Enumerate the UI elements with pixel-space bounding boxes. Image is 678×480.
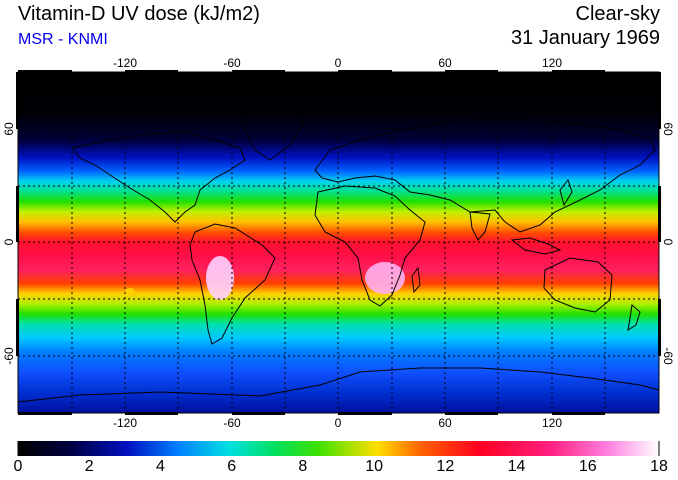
lat-label-right: 60 <box>661 122 675 136</box>
colorbar-ticks <box>17 441 660 456</box>
colorbar-label: 8 <box>298 458 308 475</box>
lon-label-top: 60 <box>438 56 452 70</box>
colorbar-label: 18 <box>650 458 668 475</box>
data-source-label: MSR - KNMI <box>18 31 108 48</box>
lon-label-bottom: 120 <box>542 416 562 430</box>
colorbar-label: 16 <box>578 458 597 475</box>
colorbar-label: 2 <box>84 458 94 475</box>
graticule <box>18 72 659 413</box>
lat-label-left: -60 <box>2 347 16 365</box>
map-title: Vitamin-D UV dose (kJ/m2) <box>18 3 260 25</box>
colorbar-label: 10 <box>365 458 383 475</box>
map-date: 31 January 1969 <box>510 27 660 49</box>
lon-label-top: 120 <box>542 56 562 70</box>
africa-hotspot <box>365 262 405 294</box>
lon-label-bottom: -120 <box>113 416 137 430</box>
lon-label-bottom: 0 <box>335 416 342 430</box>
colorbar-label: 14 <box>507 458 526 475</box>
frame-ticks <box>16 70 661 415</box>
coastlines <box>18 103 659 403</box>
colorbar <box>18 441 659 456</box>
colorbar-label: 6 <box>227 458 237 475</box>
lon-label-bottom: -60 <box>223 416 241 430</box>
south-america-hotspot <box>206 256 234 300</box>
sky-condition-label: Clear-sky <box>575 3 660 25</box>
lon-label-top: 0 <box>335 56 342 70</box>
lon-label-top: -120 <box>113 56 137 70</box>
colorbar-label: 12 <box>436 458 455 475</box>
pacific-yellow-spot <box>125 288 135 296</box>
lat-label-right: -60 <box>661 347 675 365</box>
lat-label-left: 0 <box>2 238 16 245</box>
lat-label-right: 0 <box>661 239 675 246</box>
colorbar-label: 4 <box>155 458 165 475</box>
lat-label-left: 60 <box>2 122 16 136</box>
lon-label-bottom: 60 <box>438 416 452 430</box>
colorbar-label: 0 <box>13 458 23 475</box>
lon-label-top: -60 <box>223 56 241 70</box>
